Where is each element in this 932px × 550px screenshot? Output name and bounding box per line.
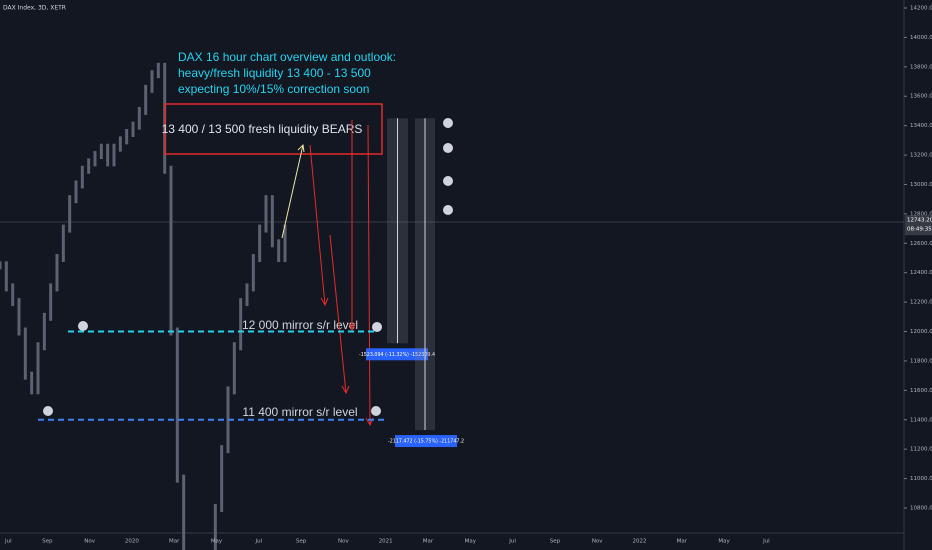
price-tick-label: 12200.00 xyxy=(910,300,932,306)
outlook-line: expecting 10%/15% correction soon xyxy=(178,82,369,96)
time-tick-label: Mar xyxy=(423,539,434,545)
time-tick-label: Mar xyxy=(169,539,180,545)
time-tick-label: Sep xyxy=(296,539,307,545)
time-tick-label: 2020 xyxy=(125,539,139,545)
level-label: 12 000 mirror s/r level xyxy=(242,318,358,332)
price-tick-label: 11600.00 xyxy=(910,388,932,394)
time-tick-label: May xyxy=(211,539,223,545)
time-tick-label: May xyxy=(718,539,730,545)
price-tick-label: 12000.00 xyxy=(910,329,932,335)
price-tick-label: 13200.00 xyxy=(910,153,932,159)
time-tick-label: Nov xyxy=(84,539,95,545)
liquidity-box xyxy=(164,103,383,155)
price-tick-label: 11800.00 xyxy=(910,358,932,364)
measure-label: -2117.472 (-15.75%) -211747.2 xyxy=(388,439,464,445)
time-tick-label: Nov xyxy=(338,539,349,545)
measure-label: -1523.094 (-11.32%) -152309.4 xyxy=(359,352,435,358)
price-tick-label: 14200.00 xyxy=(910,6,932,12)
price-tick-label: 12600.00 xyxy=(910,241,932,247)
price-tick-label: 12800.00 xyxy=(910,211,932,217)
countdown: 08:49:35 xyxy=(907,227,932,233)
price-tick-label: 11000.00 xyxy=(910,476,932,482)
time-tick-label: Mar xyxy=(677,539,688,545)
price-tick-label: 12400.00 xyxy=(910,270,932,276)
measure-label-bg xyxy=(395,435,457,448)
time-tick-label: Sep xyxy=(550,539,561,545)
symbol-header: DAX Index, 3D, XETR xyxy=(3,5,66,12)
arrow-icons xyxy=(43,118,453,416)
outlook-line: heavy/fresh liquidity 13 400 - 13 500 xyxy=(178,66,371,80)
box-label: 13 400 / 13 500 fresh liquidity BEARS xyxy=(162,122,363,136)
price-tick-label: 10800.00 xyxy=(910,506,932,512)
level-label: 11 400 mirror s/r level xyxy=(242,405,357,419)
time-tick-label: Jul xyxy=(762,539,770,545)
time-tick-label: Jul xyxy=(254,539,262,545)
current-price: 12743.20 xyxy=(907,218,932,224)
time-tick-label: May xyxy=(465,539,477,545)
price-tick-label: 13600.00 xyxy=(910,94,932,100)
price-tick-label: 11400.00 xyxy=(910,417,932,423)
price-tick-label: 14000.00 xyxy=(910,35,932,41)
time-tick-label: 2022 xyxy=(633,539,647,545)
current-price-bg xyxy=(905,215,932,236)
time-tick-label: 2021 xyxy=(379,539,393,545)
time-tick-label: Jul xyxy=(4,539,12,545)
price-tick-label: 13000.00 xyxy=(910,182,932,188)
measure-label-bg xyxy=(366,348,428,361)
price-tick-label: 13400.00 xyxy=(910,123,932,129)
price-tick-label: 13800.00 xyxy=(910,64,932,70)
arrows xyxy=(281,120,374,427)
time-tick-label: Jul xyxy=(508,539,516,545)
time-tick-label: Sep xyxy=(42,539,53,545)
time-tick-label: Nov xyxy=(592,539,603,545)
price-tick-label: 11200.00 xyxy=(910,447,932,453)
outlook-line: DAX 16 hour chart overview and outlook: xyxy=(178,50,396,64)
